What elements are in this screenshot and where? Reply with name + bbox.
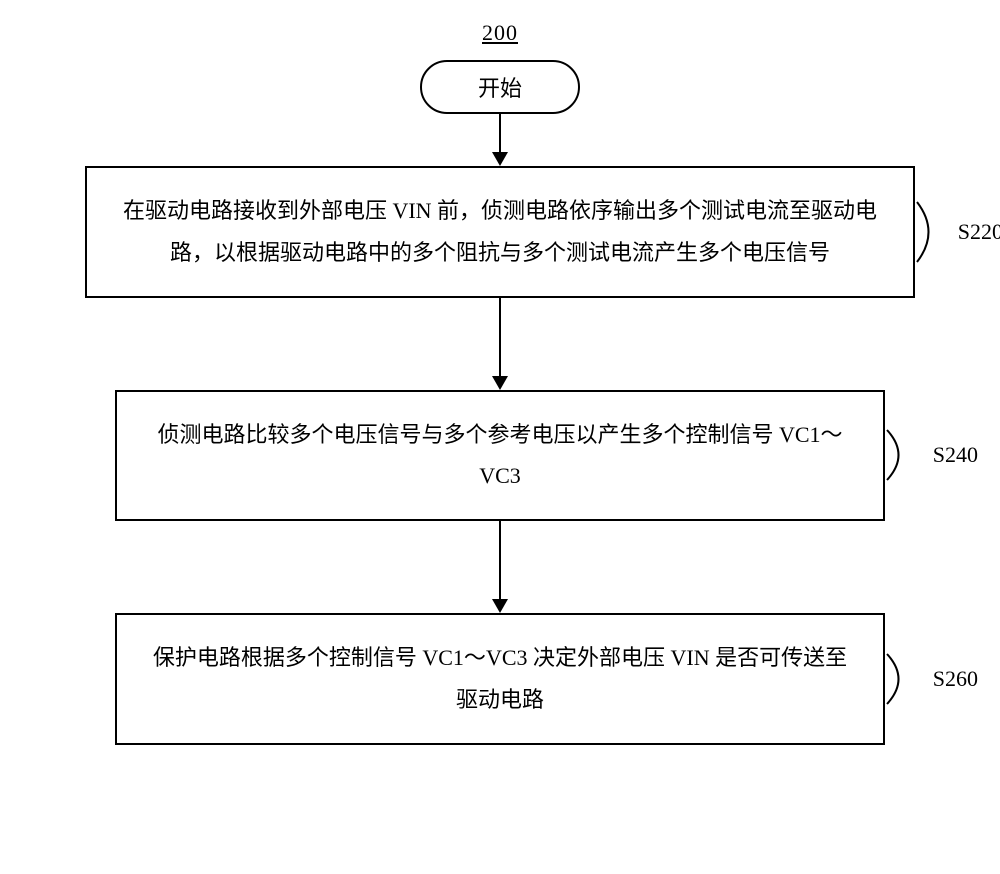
process-row-s240: 侦测电路比较多个电压信号与多个参考电压以产生多个控制信号 VC1～VC3 S24…	[115, 390, 885, 522]
curve-connector-icon	[915, 197, 953, 267]
arrow-s220-to-s240	[492, 298, 508, 390]
start-terminator: 开始	[420, 60, 580, 114]
process-s240-text: 侦测电路比较多个电压信号与多个参考电压以产生多个控制信号 VC1～VC3	[157, 422, 842, 489]
step-label-s220: S220	[958, 211, 1000, 253]
step-label-s260: S260	[933, 658, 978, 700]
arrow-start-to-s220	[492, 114, 508, 166]
process-s220: 在驱动电路接收到外部电压 VIN 前，侦测电路依序输出多个测试电流至驱动电路，以…	[85, 166, 915, 298]
arrow-line	[499, 521, 501, 599]
curve-connector-icon	[885, 649, 923, 709]
process-s260: 保护电路根据多个控制信号 VC1～VC3 决定外部电压 VIN 是否可传送至驱动…	[115, 613, 885, 745]
process-s240: 侦测电路比较多个电压信号与多个参考电压以产生多个控制信号 VC1～VC3 S24…	[115, 390, 885, 522]
arrow-head-icon	[492, 152, 508, 166]
diagram-id: 200	[482, 20, 518, 46]
arrow-s240-to-s260	[492, 521, 508, 613]
curve-connector-icon	[885, 425, 923, 485]
process-s260-text: 保护电路根据多个控制信号 VC1～VC3 决定外部电压 VIN 是否可传送至驱动…	[153, 645, 847, 712]
process-s220-text: 在驱动电路接收到外部电压 VIN 前，侦测电路依序输出多个测试电流至驱动电路，以…	[123, 198, 877, 265]
arrow-head-icon	[492, 376, 508, 390]
start-label: 开始	[478, 71, 522, 103]
arrow-line	[499, 114, 501, 152]
arrow-line	[499, 298, 501, 376]
flowchart-container: 开始 在驱动电路接收到外部电压 VIN 前，侦测电路依序输出多个测试电流至驱动电…	[0, 60, 1000, 745]
arrow-head-icon	[492, 599, 508, 613]
process-row-s260: 保护电路根据多个控制信号 VC1～VC3 决定外部电压 VIN 是否可传送至驱动…	[115, 613, 885, 745]
process-row-s220: 在驱动电路接收到外部电压 VIN 前，侦测电路依序输出多个测试电流至驱动电路，以…	[85, 166, 915, 298]
step-label-s240: S240	[933, 434, 978, 476]
